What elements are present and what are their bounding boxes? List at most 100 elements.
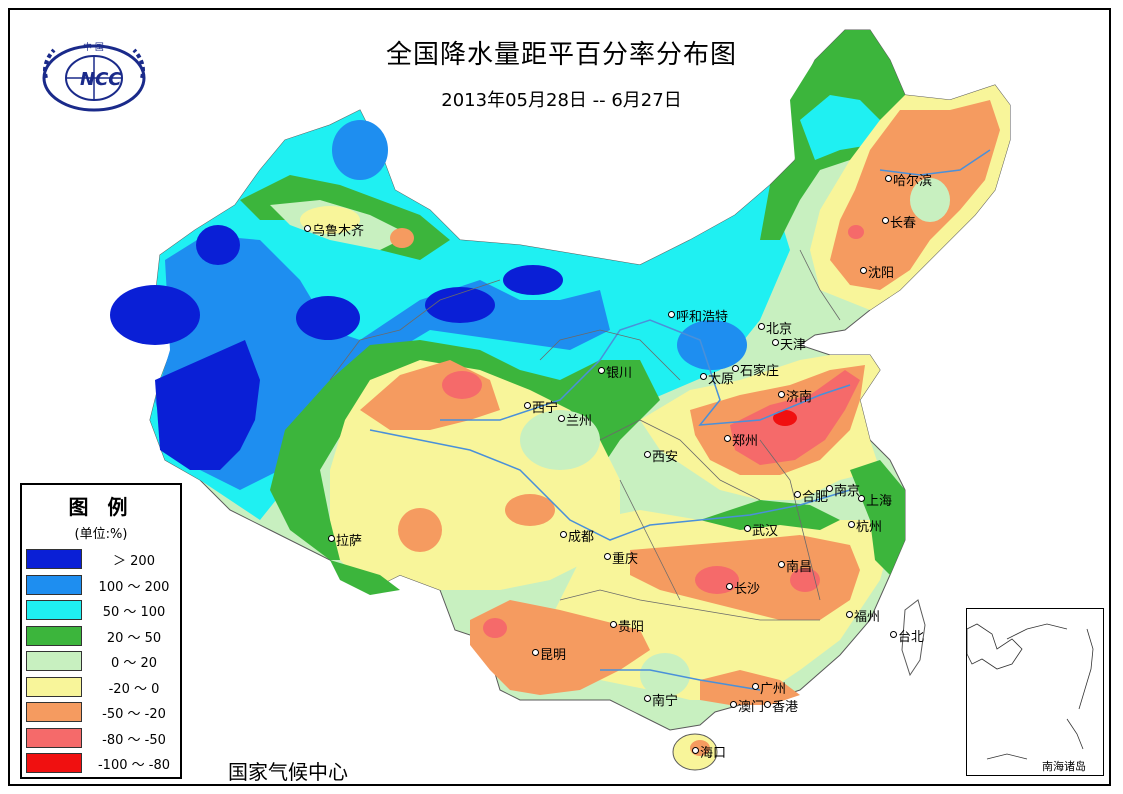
legend-label: -100 ～ -80 [97, 758, 170, 773]
city-label: 南京 [825, 480, 860, 499]
region-20-50-tibet-s [330, 560, 400, 595]
city-label: 长春 [881, 212, 916, 231]
legend-swatch [26, 651, 82, 671]
region-gt200-e [196, 225, 240, 265]
region-gt200-c [425, 287, 495, 323]
region-100-200-hb [677, 320, 747, 370]
region-neg80-ne [848, 225, 864, 239]
city-label: 合肥 [793, 486, 828, 505]
city-label: 南宁 [643, 690, 678, 709]
city-label: 贵阳 [609, 616, 644, 635]
city-label: 澳门 [729, 696, 764, 715]
city-label: 上海 [857, 490, 892, 509]
region-neg80-sc-b [790, 568, 820, 592]
city-label: 天津 [771, 334, 806, 353]
region-neg50-sc-a [630, 535, 860, 620]
legend-unit: (单位:%) [74, 527, 128, 542]
south-sea-inset-map [966, 623, 1094, 760]
city-label: 银川 [597, 362, 632, 381]
region-neg80-sc-a [695, 566, 739, 594]
south-sea-islands-label: 南海诸岛 [1042, 760, 1086, 773]
city-label: 广州 [751, 678, 786, 697]
south-sea-inset [966, 608, 1104, 776]
city-label: 拉萨 [327, 530, 362, 549]
legend-item: 100 ～ 200 [26, 574, 182, 595]
region-gt200-west [155, 340, 260, 470]
legend-label: 20 ～ 50 [106, 630, 162, 646]
city-label: 长沙 [725, 578, 760, 597]
city-label: 兰州 [557, 410, 592, 429]
city-label: 南昌 [777, 556, 812, 575]
legend-label: -20 ～ 0 [108, 681, 160, 697]
region-neg50-xj [390, 228, 414, 248]
city-label: 重庆 [603, 548, 638, 567]
legend-swatch [26, 600, 82, 620]
legend-item: -80 ～ -50 [26, 727, 182, 748]
legend-swatch [26, 676, 82, 697]
legend-swatch [26, 625, 82, 646]
region-gt200-d [503, 265, 563, 295]
region-100-200-n [332, 120, 388, 180]
legend-item: -100 ～ -80 [26, 753, 182, 773]
city-label: 海口 [691, 742, 726, 761]
region-0-20-gx [640, 653, 690, 697]
legend-label: -50 ～ -20 [102, 707, 166, 722]
region-0-20-cn [520, 410, 600, 470]
city-label: 北京 [757, 318, 792, 337]
legend-label: 100 ～ 200 [98, 579, 170, 595]
legend-swatch [26, 727, 82, 748]
region-50-100-ne [800, 95, 880, 160]
city-label: 郑州 [723, 430, 758, 449]
province-boundaries [329, 249, 841, 621]
region-neg80-cw [442, 371, 482, 399]
legend-label: 50 ～ 100 [102, 605, 166, 620]
region-neg50-sc [505, 494, 555, 526]
svg-text:中 国: 中 国 [83, 41, 104, 53]
region-neg50-gd [700, 670, 800, 705]
city-label: 杭州 [847, 516, 882, 535]
legend-item: 50 ～ 100 [26, 600, 182, 620]
agency-name: 国家气候中心 [228, 760, 348, 784]
yellow-river [440, 319, 851, 426]
city-label: 武汉 [743, 520, 778, 539]
city-label: 成都 [559, 526, 594, 545]
yangtze-river [369, 429, 851, 541]
city-label: 西安 [643, 446, 678, 465]
legend-label: -80 ～ -50 [102, 732, 166, 748]
city-label: 乌鲁木齐 [303, 220, 364, 239]
legend-swatch [26, 574, 82, 595]
map-title: 全国降水量距平百分率分布图 [385, 40, 737, 70]
region-neg100-ncp [773, 410, 797, 426]
city-label: 台北 [889, 626, 924, 645]
svg-text:NCC: NCC [80, 69, 122, 90]
region-neg50-yn [470, 600, 650, 695]
pearl-river [600, 669, 761, 691]
city-label: 呼和浩特 [667, 306, 728, 325]
legend-label: 0 ～ 20 [110, 656, 158, 671]
region-neg80-yn [483, 618, 507, 638]
legend-item: -20 ～ 0 [26, 676, 182, 697]
city-label: 香港 [763, 696, 798, 715]
city-label: 石家庄 [731, 360, 779, 379]
city-label: 哈尔滨 [884, 170, 932, 189]
city-label: 太原 [699, 368, 734, 387]
region-neg20-xj [300, 206, 360, 234]
region-neg50-tb [398, 508, 442, 552]
legend-swatch [26, 549, 82, 569]
legend-swatch [26, 753, 82, 773]
legend-item: 20 ～ 50 [26, 625, 182, 646]
songhua-river [879, 149, 991, 176]
legend-label: ＞ 200 [113, 554, 155, 569]
region-20-50-jiangnan [700, 500, 840, 530]
date-range: 2013年05月28日 -- 6月27日 [441, 90, 682, 111]
city-label: 沈阳 [859, 262, 894, 281]
city-label: 西宁 [523, 397, 558, 416]
city-label: 昆明 [531, 644, 566, 663]
taiwan-island [901, 599, 926, 677]
region-0-20-ne [910, 178, 950, 222]
ncc-logo: 中 国 NCC [42, 41, 146, 112]
legend-item: 0 ～ 20 [26, 651, 182, 671]
city-label: 济南 [777, 386, 812, 405]
legend: 图 例 (单位:%) ＞ 200 100 ～ 200 50 ～ 100 20 ～ 50… [20, 483, 182, 779]
